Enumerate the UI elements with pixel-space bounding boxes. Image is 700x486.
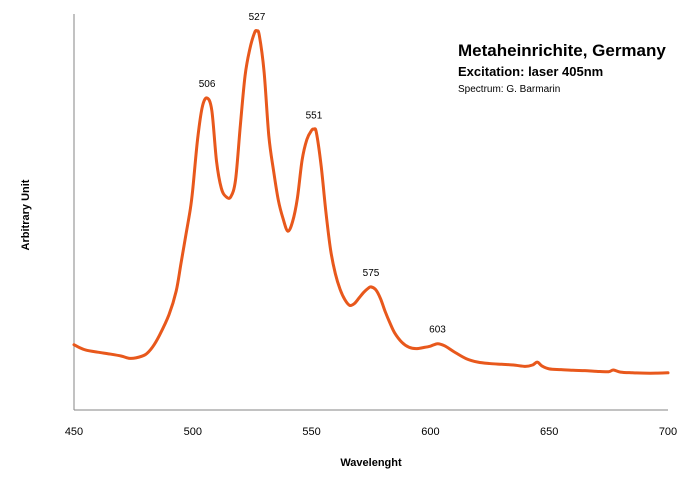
- x-tick-label: 700: [659, 426, 677, 438]
- peak-label: 527: [249, 12, 266, 23]
- x-tick-label: 650: [540, 426, 558, 438]
- peak-labels: 506 527 551 575 603: [199, 12, 447, 336]
- x-tick-label: 600: [421, 426, 439, 438]
- peak-label: 603: [429, 325, 446, 336]
- chart-subtitle: Excitation: laser 405nm: [458, 64, 603, 79]
- x-tick-label: 450: [65, 426, 83, 438]
- chart-title: Metaheinrichite, Germany: [458, 41, 666, 60]
- x-tick-label: 550: [302, 426, 320, 438]
- x-axis-title: Wavelenght: [340, 457, 402, 469]
- peak-label: 575: [363, 268, 380, 279]
- chart-credit: Spectrum: G. Barmarin: [458, 84, 560, 95]
- series-layer: [72, 28, 670, 375]
- x-ticks: 450 500 550 600 650 700: [65, 426, 677, 438]
- peak-label: 506: [199, 79, 216, 90]
- y-axis-title: Arbitrary Unit: [20, 179, 32, 250]
- peak-label: 551: [306, 110, 323, 121]
- series-line: [72, 28, 670, 375]
- x-tick-label: 500: [184, 426, 202, 438]
